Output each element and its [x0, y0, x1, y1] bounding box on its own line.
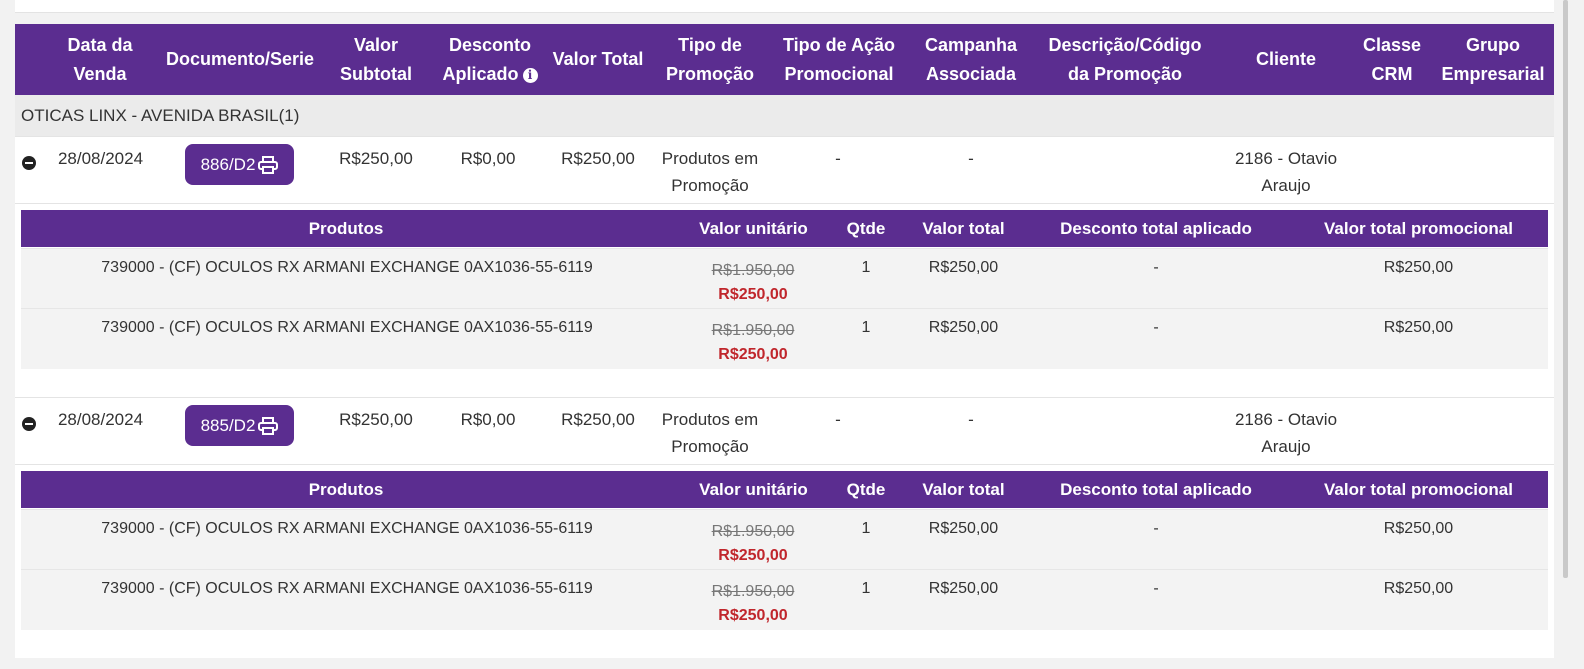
product-qtde: 1: [861, 259, 871, 276]
store-group-label: OTICAS LINX - AVENIDA BRASIL(1): [21, 106, 300, 125]
product-original-price: R$1.950,00: [711, 523, 795, 540]
sale-tipo-acao: -: [835, 149, 841, 168]
document-print-button[interactable]: 886/D2: [185, 144, 294, 185]
sale-tipo-acao: -: [835, 410, 841, 429]
col-data-venda[interactable]: Data da Venda: [67, 34, 133, 84]
product-desconto: -: [1153, 259, 1159, 276]
sub-col-produtos: Produtos: [308, 479, 384, 499]
minus-circle-icon[interactable]: [22, 417, 36, 431]
sale-total: R$250,00: [561, 410, 635, 429]
sale-tipo-promocao: Produtos em Promoção: [661, 149, 759, 195]
document-number: 886/D2: [200, 154, 256, 174]
product-desconto: -: [1153, 580, 1159, 597]
sub-col-desconto-total: Desconto total aplicado: [1060, 218, 1252, 238]
col-tipo-promocao[interactable]: Tipo de Promoção: [665, 34, 755, 84]
product-qtde: 1: [861, 520, 871, 537]
sub-col-valor-unitario: Valor unitário: [699, 218, 808, 238]
product-qtde: 1: [861, 319, 871, 336]
product-original-price: R$1.950,00: [711, 262, 795, 279]
report-table-header: Data da Venda Documento/Serie Valor Subt…: [15, 24, 1554, 95]
document-print-button[interactable]: 885/D2: [185, 405, 294, 446]
col-valor-subtotal[interactable]: Valor Subtotal: [340, 34, 412, 84]
product-valor-total: R$250,00: [928, 580, 999, 597]
top-panel-edge: [15, 0, 1554, 13]
col-campanha-associada[interactable]: Campanha Associada: [924, 34, 1018, 84]
col-descricao-codigo[interactable]: Descrição/Código da Promoção: [1048, 34, 1202, 84]
sub-col-qtde: Qtde: [846, 218, 886, 238]
col-tipo-acao-promocional[interactable]: Tipo de Ação Promocional: [782, 34, 896, 84]
sub-col-valor-total: Valor total: [922, 218, 1005, 238]
sale-tipo-promocao: Produtos em Promoção: [661, 410, 759, 456]
product-valor-promocional: R$250,00: [1383, 520, 1454, 537]
sub-col-qtde: Qtde: [846, 479, 886, 499]
col-valor-total[interactable]: Valor Total: [552, 49, 644, 69]
products-subtable-header: Produtos Valor unitário Qtde Valor total…: [21, 471, 1548, 508]
products-subtable-header: Produtos Valor unitário Qtde Valor total…: [21, 210, 1548, 247]
sales-report-panel: Data da Venda Documento/Serie Valor Subt…: [15, 24, 1554, 658]
col-documento-serie[interactable]: Documento/Serie: [165, 49, 315, 69]
sale-campanha: -: [968, 149, 974, 168]
product-valor-total: R$250,00: [928, 319, 999, 336]
col-grupo-empresarial[interactable]: Grupo Empresarial: [1441, 34, 1545, 84]
info-icon[interactable]: i: [522, 67, 538, 83]
product-name: 739000 - (CF) OCULOS RX ARMANI EXCHANGE …: [101, 520, 593, 537]
sale-cliente: 2186 - Otavio Araujo: [1234, 410, 1338, 456]
products-subtable: Produtos Valor unitário Qtde Valor total…: [21, 210, 1548, 372]
product-name: 739000 - (CF) OCULOS RX ARMANI EXCHANGE …: [101, 259, 593, 276]
product-row: 739000 - (CF) OCULOS RX ARMANI EXCHANGE …: [21, 509, 1548, 570]
store-group-row: OTICAS LINX - AVENIDA BRASIL(1): [15, 95, 1554, 137]
product-promo-price: R$250,00: [718, 607, 788, 624]
sub-col-produtos: Produtos: [308, 218, 384, 238]
sale-row: 28/08/2024 886/D2 R$250,00 R$0,00 R$250,…: [15, 136, 1554, 204]
product-name: 739000 - (CF) OCULOS RX ARMANI EXCHANGE …: [101, 580, 593, 597]
product-valor-total: R$250,00: [928, 520, 999, 537]
product-row: 739000 - (CF) OCULOS RX ARMANI EXCHANGE …: [21, 308, 1548, 369]
product-valor-promocional: R$250,00: [1383, 319, 1454, 336]
sub-col-valor-unitario: Valor unitário: [699, 479, 808, 499]
product-promo-price: R$250,00: [718, 286, 788, 303]
printer-icon: [258, 155, 279, 174]
product-original-price: R$1.950,00: [711, 583, 795, 600]
sale-date: 28/08/2024: [57, 149, 144, 168]
products-subtable: Produtos Valor unitário Qtde Valor total…: [21, 471, 1548, 633]
printer-icon: [258, 416, 279, 435]
product-promo-price: R$250,00: [718, 346, 788, 363]
product-original-price: R$1.950,00: [711, 322, 795, 339]
minus-circle-icon[interactable]: [22, 156, 36, 170]
product-valor-promocional: R$250,00: [1383, 580, 1454, 597]
product-row: 739000 - (CF) OCULOS RX ARMANI EXCHANGE …: [21, 569, 1548, 630]
vertical-scrollbar[interactable]: [1563, 0, 1568, 578]
sale-campanha: -: [968, 410, 974, 429]
col-desconto-label: Desconto Aplicado: [442, 34, 531, 84]
product-promo-price: R$250,00: [718, 547, 788, 564]
col-desconto-aplicado[interactable]: Desconto Aplicado i: [435, 24, 545, 95]
product-desconto: -: [1153, 319, 1159, 336]
sale-subtotal: R$250,00: [339, 149, 413, 168]
sale-desconto: R$0,00: [460, 149, 516, 168]
sale-row: 28/08/2024 885/D2 R$250,00 R$0,00 R$250,…: [15, 397, 1554, 465]
product-qtde: 1: [861, 580, 871, 597]
sale-subtotal: R$250,00: [339, 410, 413, 429]
product-valor-total: R$250,00: [928, 259, 999, 276]
sub-col-valor-promocional: Valor total promocional: [1324, 218, 1513, 238]
product-valor-promocional: R$250,00: [1383, 259, 1454, 276]
product-name: 739000 - (CF) OCULOS RX ARMANI EXCHANGE …: [101, 319, 593, 336]
sale-total: R$250,00: [561, 149, 635, 168]
product-unit-price: R$1.950,00 R$250,00: [693, 580, 813, 628]
col-classe-crm[interactable]: Classe CRM: [1362, 34, 1422, 84]
sale-desconto: R$0,00: [460, 410, 516, 429]
sale-date: 28/08/2024: [57, 410, 144, 429]
document-number: 885/D2: [200, 415, 256, 435]
product-desconto: -: [1153, 520, 1159, 537]
sub-col-desconto-total: Desconto total aplicado: [1060, 479, 1252, 499]
sub-col-valor-promocional: Valor total promocional: [1324, 479, 1513, 499]
col-cliente[interactable]: Cliente: [1255, 49, 1316, 69]
product-row: 739000 - (CF) OCULOS RX ARMANI EXCHANGE …: [21, 248, 1548, 309]
sub-col-valor-total: Valor total: [922, 479, 1005, 499]
sale-cliente: 2186 - Otavio Araujo: [1234, 149, 1338, 195]
product-unit-price: R$1.950,00 R$250,00: [693, 259, 813, 307]
product-unit-price: R$1.950,00 R$250,00: [693, 319, 813, 367]
product-unit-price: R$1.950,00 R$250,00: [693, 520, 813, 568]
